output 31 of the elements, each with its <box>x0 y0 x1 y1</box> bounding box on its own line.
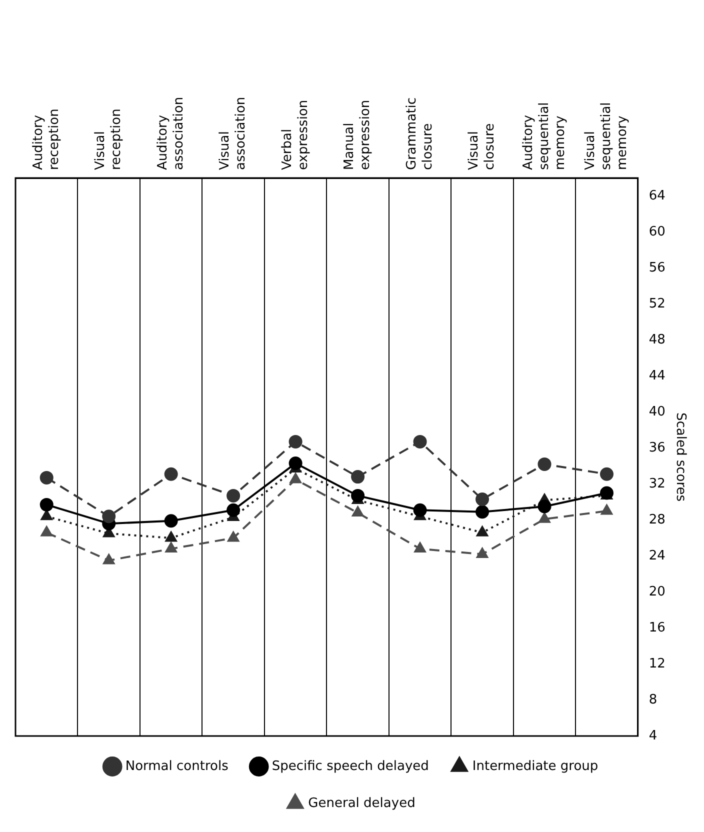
y-tick-label: 60 <box>648 224 666 240</box>
y-tick-label: 56 <box>648 260 666 276</box>
x-tick-label: Visual association <box>218 96 249 170</box>
x-tick-label: Visual sequential memory <box>583 102 630 170</box>
x-tick-label: Auditory sequential memory <box>520 102 568 170</box>
y-tick-label: 28 <box>648 512 666 528</box>
y-tick-label: 36 <box>648 440 666 456</box>
x-tick-label: Grammatic closure <box>404 97 436 170</box>
x-tick-label: Verbal expression <box>280 100 311 170</box>
y-tick-label: 64 <box>648 188 666 204</box>
y-tick-label: 44 <box>648 368 666 384</box>
legend-label: Specific speech delayed <box>272 758 429 774</box>
y-tick-label: 20 <box>648 584 666 600</box>
x-tick-label: Visual closure <box>466 123 498 170</box>
legend-label: General delayed <box>308 796 416 811</box>
y-tick-label: 52 <box>648 296 666 312</box>
y-tick-label: 24 <box>648 548 666 564</box>
legend-label: Intermediate group <box>472 758 598 774</box>
y-axis-title: Scaled scores <box>672 412 688 502</box>
y-tick-label: 40 <box>648 404 666 420</box>
y-tick-label: 8 <box>648 692 658 708</box>
y-tick-label: 48 <box>648 332 666 348</box>
legend-label: Normal controls <box>125 758 229 774</box>
y-tick-label: 16 <box>648 620 666 636</box>
x-tick-label: Visual reception <box>93 108 124 170</box>
x-tick-label: Auditory reception <box>30 108 62 170</box>
x-tick-label: Manual expression <box>342 100 374 170</box>
y-tick-label: 12 <box>648 656 666 672</box>
y-tick-label: 32 <box>648 476 666 492</box>
x-tick-label: Auditory association <box>155 96 186 170</box>
y-tick-label: 4 <box>648 728 658 744</box>
